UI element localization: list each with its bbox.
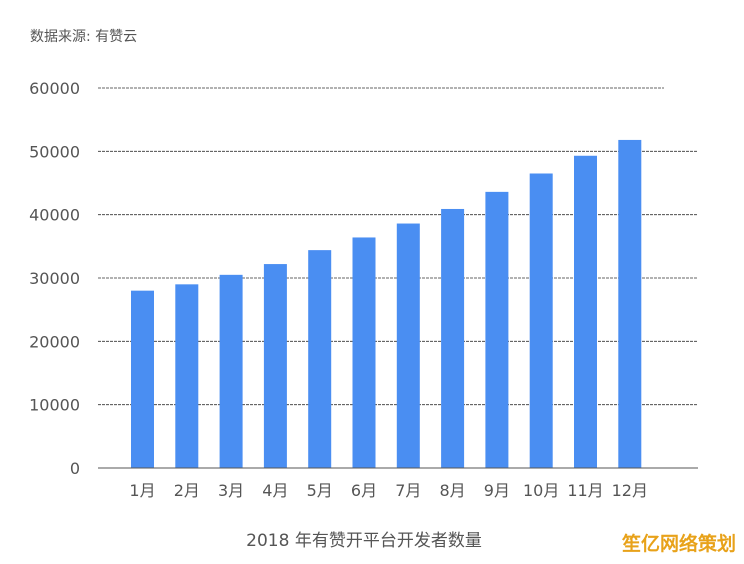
x-tick-label: 9月 xyxy=(484,481,510,500)
x-tick-label: 10月 xyxy=(523,481,559,500)
y-tick-label: 10000 xyxy=(29,396,80,415)
y-tick-label: 50000 xyxy=(29,142,80,161)
x-tick-label: 4月 xyxy=(262,481,288,500)
x-tick-label: 2月 xyxy=(174,481,200,500)
x-tick-label: 11月 xyxy=(567,481,603,500)
x-tick-label: 12月 xyxy=(612,481,648,500)
y-tick-label: 40000 xyxy=(29,206,80,225)
data-source-label: 数据来源: 有赞云 xyxy=(30,29,138,45)
bar xyxy=(263,264,287,468)
x-tick-label: 5月 xyxy=(307,481,333,500)
bar xyxy=(441,208,465,468)
y-tick-label: 20000 xyxy=(29,332,80,351)
x-axis-title: 2018 年有赞开平台开发者数量 xyxy=(246,531,482,551)
bar xyxy=(618,139,642,468)
x-tick-label: 3月 xyxy=(218,481,244,500)
bar xyxy=(396,223,420,468)
x-tick-label: 8月 xyxy=(440,481,466,500)
y-tick-label: 60000 xyxy=(29,79,80,98)
y-tick-label: 30000 xyxy=(29,269,80,288)
bar xyxy=(308,250,332,468)
bar xyxy=(175,284,199,468)
bar xyxy=(131,290,154,468)
bar xyxy=(529,173,553,468)
y-tick-label: 0 xyxy=(70,459,80,478)
x-tick-label: 6月 xyxy=(351,481,377,500)
bar xyxy=(352,237,376,468)
x-tick-label: 1月 xyxy=(129,481,155,500)
bar xyxy=(485,191,509,468)
bar xyxy=(574,155,597,468)
watermark-text: 笙亿网络策划 xyxy=(621,533,736,555)
x-tick-label: 7月 xyxy=(395,481,421,500)
bar xyxy=(219,274,243,468)
